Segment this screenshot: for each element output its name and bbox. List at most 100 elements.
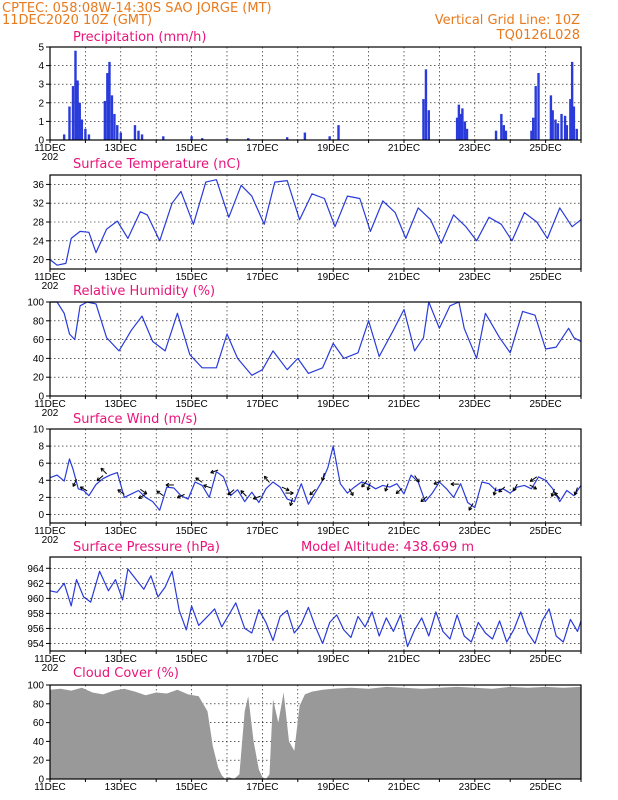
wind-arrow [450,481,459,487]
humidity-frame [49,301,582,397]
precip-bar [556,123,560,140]
precip-bar [137,130,140,140]
precipitation-xtick-label: 11DEC [34,143,66,154]
wind-arrow [309,488,316,496]
temperature-ytick-label: 28 [33,218,45,229]
pressure-title: Surface Pressure (hPa) [73,540,220,555]
cloud-cover-area [50,686,581,779]
wind-arrow [263,475,270,483]
temperature-ytick-label: 32 [33,199,45,210]
precip-bar [190,136,193,140]
wind-arrow [176,493,185,499]
wind-arrow [498,486,506,493]
wind-xtick-label: 19DEC [317,526,349,537]
wind-arrow [96,475,104,482]
wind-arrow [414,475,420,483]
precipitation-xtick-label: 21DEC [388,143,420,154]
precip-bar [103,100,107,140]
precip-bar [563,115,567,140]
precip-bar [570,61,574,140]
wind-arrow [320,472,326,482]
temperature-ytick-label: 20 [33,255,45,266]
wind-xtick-label: 23DEC [459,526,491,537]
precip-bar [225,138,229,140]
humidity-ytick-label: 40 [33,354,45,365]
cloud-ytick-label: 20 [33,756,45,767]
wind-arrow [210,469,219,474]
datetime-label: 11DEC2020 10Z (GMT) [2,13,152,28]
wind-arrow [492,487,497,496]
precipitation-xtick-label: 13DEC [105,143,137,154]
humidity-ytick-label: 80 [33,316,45,327]
pressure-frame [49,556,582,652]
precip-bar [119,132,122,140]
temperature-xtick-label: 21DEC [388,272,420,283]
precip-bar [201,138,204,140]
wind-ytick-label: 10 [33,425,45,436]
wind-arrow [573,487,578,496]
wind-ytick-label: 4 [38,476,44,487]
cloud-ytick-label: 0 [38,775,44,786]
wind-arrow [512,483,518,492]
wind-arrow [529,484,538,490]
wind-ytick-label: 6 [38,459,44,470]
temperature-xtick-label: 13DEC [105,272,137,283]
wind-arrow [100,467,107,475]
wind-arrow [281,486,290,492]
model-code-label: TQ0126L028 [496,28,580,43]
humidity-year-label: 202 [42,408,59,419]
humidity-xtick-label: 17DEC [246,399,278,410]
cloud-ytick-label: 100 [27,681,44,692]
cloud-xtick-label: 11DEC [34,782,66,793]
panel-humidity: Relative Humidity (%) 0 20 40 60 80 100 11DEC 13… [27,284,582,419]
pressure-ytick-label: 954 [27,639,44,650]
wind-arrow [139,488,148,495]
humidity-line [50,301,582,376]
wind-ytick-label: 0 [38,510,44,521]
precip-bar [530,130,533,140]
precip-bar [537,73,540,140]
humidity-ytick-label: 60 [33,335,45,346]
wind-ytick-label: 8 [38,442,44,453]
precip-bar [303,132,307,140]
precip-bar [87,134,91,140]
wind-arrow [554,492,561,499]
precip-bar [337,125,340,140]
wind-arrow [203,484,212,489]
precip-bar [504,130,508,140]
cloud-xtick-label: 17DEC [246,782,278,793]
humidity-xtick-label: 19DEC [317,399,349,410]
precip-bar [62,134,66,140]
precip-bar [422,99,425,140]
wind-arrow [420,496,428,503]
humidity-xtick-label: 13DEC [105,399,137,410]
wind-xtick-label: 21DEC [388,526,420,537]
humidity-ytick-label: 20 [33,373,45,384]
wind-xtick-label: 11DEC [34,526,66,537]
temperature-xtick-label: 15DEC [175,272,207,283]
pressure-xtick-label: 11DEC [34,654,66,665]
station-label: CPTEC: 058:08W-14:30S SAO JORGE (MT) [2,1,272,16]
wind-frame [49,428,582,524]
wind-line [49,445,582,511]
wind-arrow [79,486,88,492]
cloud-ytick-label: 60 [33,718,45,729]
wind-arrow [72,479,78,487]
precip-bar [116,125,119,140]
precip-bar [554,119,557,140]
wind-arrow [165,482,174,488]
pressure-ytick-label: 964 [27,564,44,575]
precip-bar [68,106,71,140]
wind-arrow [138,493,146,499]
humidity-title: Relative Humidity (%) [73,284,215,299]
precip-bar [502,125,506,140]
precip-bar [463,121,467,140]
precip-bar [133,125,137,140]
precip-bar [565,125,569,140]
wind-arrow [156,490,164,497]
wind-arrow [285,490,294,496]
precipitation-title: Precipitation (mm/h) [73,30,206,45]
wind-arrow [366,482,371,491]
panel-pressure: Surface Pressure (hPa) Model Altitude: 43… [27,540,582,674]
